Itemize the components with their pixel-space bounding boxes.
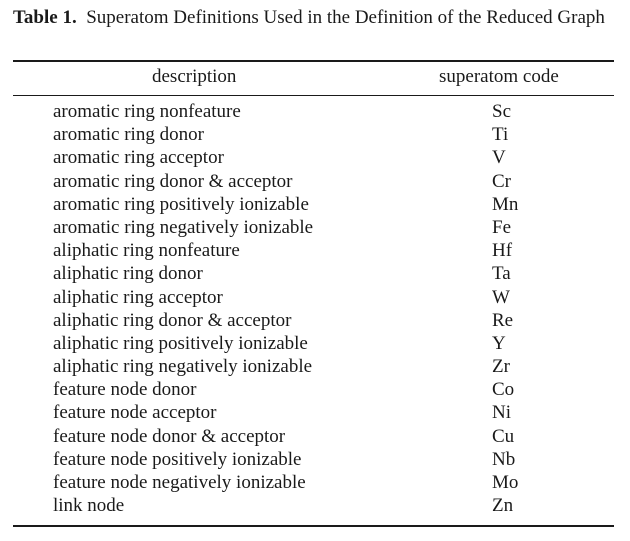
- description-cell: aliphatic ring donor: [53, 263, 203, 285]
- table-bottom-rule: [13, 525, 614, 527]
- description-cell: aromatic ring nonfeature: [53, 101, 241, 122]
- description-cell: feature node donor: [53, 379, 197, 401]
- superatom-code-cell: Co: [492, 379, 515, 401]
- superatom-code-cell: Mo: [492, 472, 519, 493]
- table-row: aliphatic ring donor & acceptor Re: [0, 309, 630, 332]
- description-cell: feature node negatively ionizable: [53, 472, 306, 493]
- superatom-code-cell: Ta: [492, 263, 511, 285]
- superatom-code-cell: Zr: [492, 356, 510, 378]
- column-header-superatom-code: superatom code: [439, 66, 559, 87]
- description-cell: aliphatic ring positively ionizable: [53, 332, 308, 354]
- table-row: feature node negatively ionizable Mo: [0, 471, 630, 494]
- superatom-code-cell: Mn: [492, 193, 519, 215]
- table-row: aromatic ring donor & acceptor Cr: [0, 170, 630, 193]
- superatom-code-cell: Re: [492, 309, 514, 331]
- description-cell: aromatic ring acceptor: [53, 147, 224, 169]
- table-row: aliphatic ring nonfeature Hf: [0, 239, 630, 262]
- table-row: link node Zn: [0, 494, 630, 517]
- table-row: feature node donor Co: [0, 378, 630, 401]
- superatom-code-cell: Zn: [492, 495, 514, 517]
- description-cell: feature node donor & acceptor: [53, 425, 286, 447]
- description-cell: aliphatic ring donor & acceptor: [53, 309, 292, 331]
- description-cell: aliphatic ring negatively ionizable: [53, 356, 313, 378]
- table-row: aromatic ring donor Ti: [0, 123, 630, 146]
- table-row: aromatic ring positively ionizable Mn: [0, 193, 630, 216]
- table-row: feature node donor & acceptor Cu: [0, 425, 630, 448]
- superatom-code-cell: Cr: [492, 170, 511, 192]
- description-cell: feature node acceptor: [53, 402, 217, 424]
- table-row: feature node positively ionizable Nb: [0, 448, 630, 471]
- table-row: aliphatic ring positively ionizable Y: [0, 332, 630, 355]
- table-row: aromatic ring nonfeature Sc: [0, 100, 630, 123]
- table-row: aliphatic ring donor Ta: [0, 262, 630, 285]
- superatom-code-cell: Nb: [492, 448, 516, 470]
- table-row: aromatic ring acceptor V: [0, 146, 630, 169]
- superatom-code-cell: V: [492, 147, 506, 169]
- superatom-code-cell: W: [492, 286, 510, 308]
- superatom-code-cell: Ti: [492, 124, 509, 146]
- superatom-code-cell: Y: [492, 332, 506, 354]
- description-cell: aliphatic ring nonfeature: [53, 240, 240, 262]
- description-cell: aromatic ring negatively ionizable: [53, 216, 314, 238]
- description-cell: aromatic ring positively ionizable: [53, 193, 309, 215]
- description-cell: aromatic ring donor & acceptor: [53, 170, 293, 192]
- description-cell: aromatic ring donor: [53, 124, 204, 146]
- table-caption: Table 1. Superatom Definitions Used in t…: [13, 6, 613, 30]
- table-top-rule: [13, 60, 614, 62]
- table-header-rule: [13, 95, 614, 96]
- table-caption-label: Table 1.: [13, 7, 77, 28]
- description-cell: feature node positively ionizable: [53, 448, 302, 470]
- column-header-description: description: [152, 66, 237, 87]
- superatom-code-cell: Cu: [492, 425, 515, 447]
- superatom-code-cell: Ni: [492, 402, 511, 424]
- superatom-code-cell: Fe: [492, 216, 511, 238]
- description-cell: link node: [53, 495, 125, 517]
- table-caption-text: Superatom Definitions Used in the Defini…: [86, 7, 605, 28]
- table-body: aromatic ring nonfeature Sc aromatic ring …: [0, 100, 630, 517]
- superatom-code-cell: Hf: [492, 240, 513, 262]
- table-row: aliphatic ring acceptor W: [0, 286, 630, 309]
- superatom-code-cell: Sc: [492, 101, 511, 122]
- table-row: aliphatic ring negatively ionizable Zr: [0, 355, 630, 378]
- table-row: aromatic ring negatively ionizable Fe: [0, 216, 630, 239]
- table-row: feature node acceptor Ni: [0, 401, 630, 424]
- description-cell: aliphatic ring acceptor: [53, 286, 223, 308]
